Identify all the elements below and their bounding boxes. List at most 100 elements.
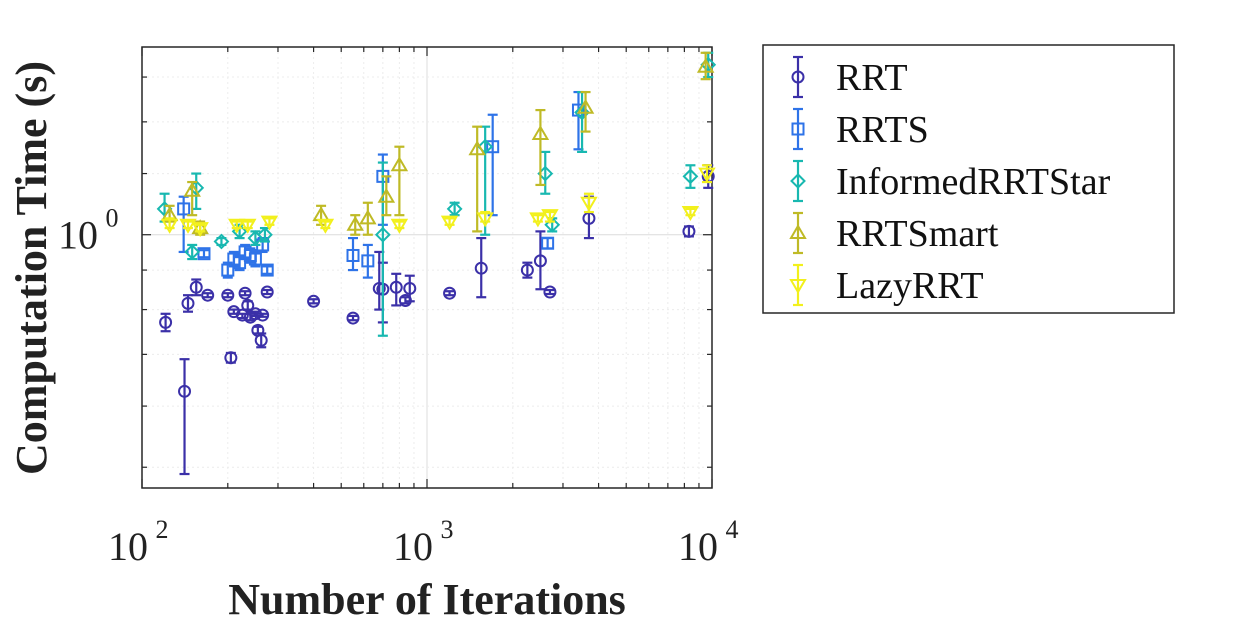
data-point <box>257 226 273 243</box>
data-point <box>159 312 173 333</box>
marker-circle <box>181 296 195 310</box>
data-point <box>580 192 598 214</box>
data-point <box>403 274 417 303</box>
data-point <box>390 145 409 217</box>
marker-circle <box>159 315 173 329</box>
marker-circle <box>520 263 534 277</box>
legend-label: LazyRRT <box>836 265 984 307</box>
marker-circle <box>346 311 360 325</box>
legend-label: RRTS <box>836 109 929 151</box>
data-point <box>476 210 494 228</box>
data-point <box>221 288 235 302</box>
data-point <box>181 294 195 313</box>
legend-box <box>762 44 1175 314</box>
marker-circle <box>256 308 270 322</box>
data-point <box>316 218 335 234</box>
marker-triangle-down <box>698 167 716 183</box>
legend-item: InformedRRTStar <box>790 159 1111 203</box>
data-point <box>696 51 715 81</box>
marker-circle <box>254 333 268 347</box>
data-marks <box>156 51 717 476</box>
data-point <box>248 250 262 268</box>
tick-labels: 10 2 10 3 10 4 10 0 <box>58 204 739 569</box>
marker-circle <box>241 298 255 312</box>
marker-triangle-down <box>580 196 598 212</box>
data-point <box>377 175 396 217</box>
data-point <box>389 272 403 307</box>
marker-triangle-down <box>390 218 409 234</box>
x-tick-label-exponent: 3 <box>441 515 454 544</box>
series-rrts <box>177 90 585 279</box>
marker-circle <box>189 280 203 294</box>
data-point <box>698 164 716 184</box>
marker-square <box>361 254 375 268</box>
marker-circle <box>403 281 417 295</box>
x-tick-label: 10 <box>108 524 148 569</box>
data-point <box>178 358 192 476</box>
data-point <box>446 200 463 217</box>
data-point <box>543 285 557 299</box>
marker-circle <box>235 308 249 322</box>
data-point <box>576 90 595 133</box>
marker-triangle-up <box>576 98 595 114</box>
data-point <box>160 217 179 234</box>
data-point <box>440 215 459 231</box>
data-point <box>213 233 230 250</box>
marker-triangle-down <box>681 206 700 222</box>
marker-square <box>346 248 360 262</box>
data-point <box>474 236 488 299</box>
series-informedrrtstar <box>156 51 717 337</box>
marker-triangle-up <box>531 125 550 141</box>
marker-circle <box>224 351 238 365</box>
marker-square <box>197 247 211 261</box>
marker-circle <box>201 288 215 302</box>
data-point <box>239 218 257 234</box>
series-rrtsmart <box>160 51 715 236</box>
data-point <box>361 243 375 279</box>
data-point <box>529 212 547 228</box>
marker-circle <box>238 286 252 300</box>
data-point <box>184 243 201 261</box>
marker-circle <box>533 254 547 268</box>
marker-triangle-down <box>541 209 559 225</box>
data-point <box>346 236 360 272</box>
x-axis-title: Number of Iterations <box>228 575 626 624</box>
legend: RRT RRTS InformedRRTStar RRTSmart LazyRRT <box>762 44 1175 314</box>
legend-item: RRT <box>791 55 908 99</box>
marker-triangle-down <box>529 212 547 228</box>
marker-triangle-down <box>239 218 257 234</box>
x-tick-label: 10 <box>393 524 433 569</box>
data-point <box>179 218 197 234</box>
legend-item: RRTS <box>791 107 929 151</box>
legend-marker <box>791 122 805 136</box>
marker-diamond <box>477 138 494 155</box>
data-point <box>346 311 360 325</box>
marker-circle <box>543 285 557 299</box>
marker-diamond <box>446 200 463 217</box>
marker-square <box>260 263 274 277</box>
marker-square <box>177 202 191 216</box>
marker-circle <box>221 288 235 302</box>
marker-triangle-down <box>476 212 494 228</box>
marker-triangle-up <box>191 219 209 235</box>
legend-label: InformedRRTStar <box>836 161 1111 203</box>
data-point <box>443 286 457 300</box>
data-point <box>201 288 215 302</box>
marker-diamond <box>682 168 699 185</box>
data-point <box>256 308 270 322</box>
data-point <box>238 286 252 300</box>
data-point <box>533 230 547 291</box>
y-axis-title: Computation Time (s) <box>7 61 56 475</box>
x-tick-label-exponent: 2 <box>156 515 169 544</box>
data-point <box>544 216 561 233</box>
data-point <box>390 218 409 234</box>
marker-triangle-up <box>359 209 377 225</box>
data-point <box>228 218 246 234</box>
x-tick-label: 10 <box>678 524 718 569</box>
marker-triangle-up <box>696 57 715 73</box>
data-point <box>183 180 201 217</box>
legend-item: LazyRRT <box>789 263 984 307</box>
marker-triangle-up <box>390 156 409 172</box>
marker-triangle-up <box>346 215 364 231</box>
data-point <box>682 164 699 189</box>
